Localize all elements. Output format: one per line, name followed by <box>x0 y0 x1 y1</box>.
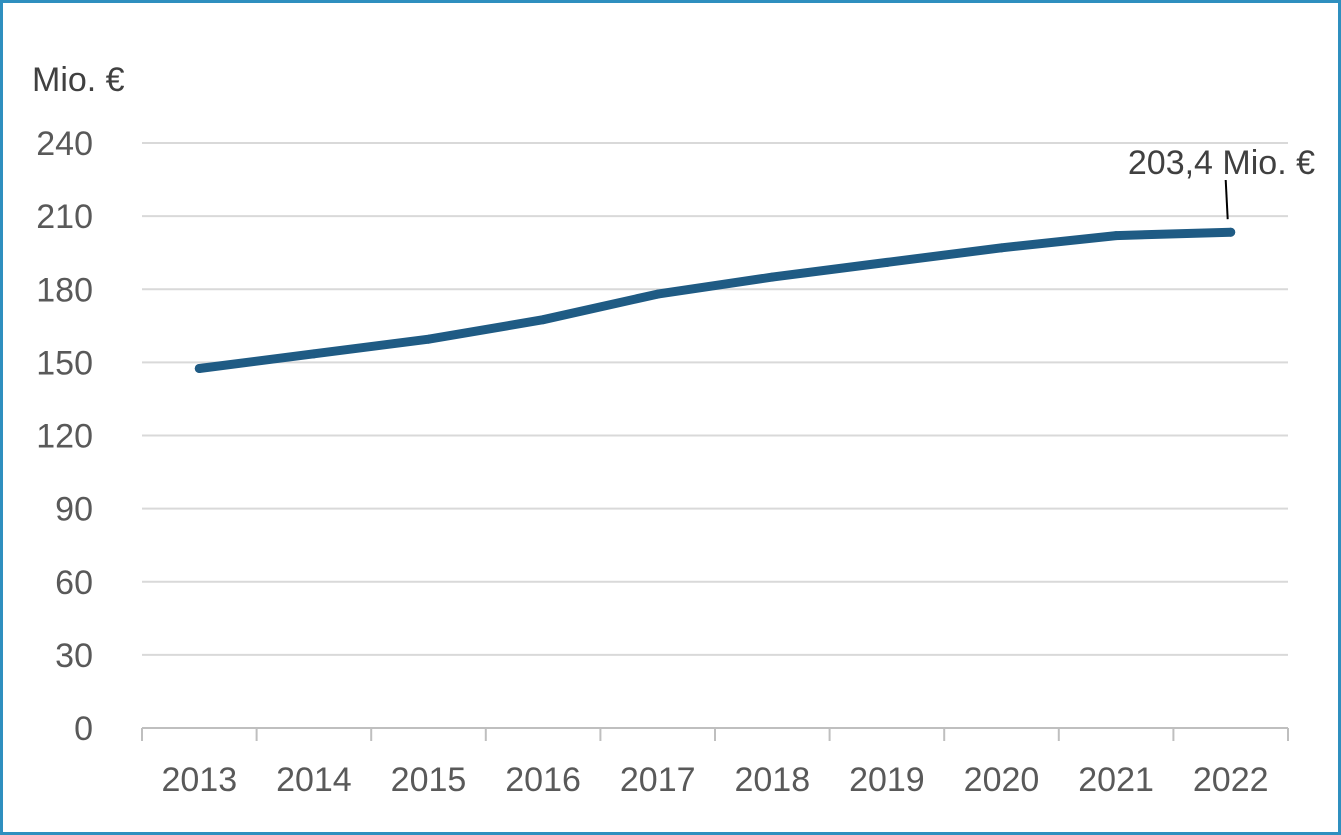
y-tick-label: 0 <box>74 710 93 748</box>
data-point <box>194 363 204 373</box>
y-tick-label: 210 <box>36 198 93 236</box>
series-line <box>194 227 1236 373</box>
annotation-leader-line <box>1224 179 1229 220</box>
y-tick-label: 30 <box>55 637 93 675</box>
x-tick-label: 2017 <box>620 761 696 799</box>
x-tick-label: 2020 <box>964 761 1040 799</box>
data-point <box>767 272 777 282</box>
data-point <box>424 334 433 344</box>
data-point <box>309 349 319 359</box>
x-axis-tick-labels: 2013 2014 2015 2016 2017 2018 2019 2020 2021 2022 <box>161 761 1268 799</box>
y-tick-label: 240 <box>36 125 93 163</box>
x-tick-label: 2022 <box>1193 761 1269 799</box>
data-label-2022: 203,4 Mio. € <box>1128 144 1315 182</box>
x-tick-label: 2019 <box>849 761 925 799</box>
x-tick-label: 2016 <box>505 761 581 799</box>
x-tick-label: 2014 <box>276 761 352 799</box>
data-point <box>653 289 663 299</box>
y-tick-label: 180 <box>36 271 93 309</box>
data-point <box>538 315 548 325</box>
y-tick-label: 150 <box>36 344 93 382</box>
series-layer <box>194 227 1236 373</box>
x-tick-label: 2021 <box>1078 761 1154 799</box>
x-tick-label: 2013 <box>161 761 237 799</box>
y-axis-tick-labels: 0 30 60 90 120 150 180 210 240 <box>36 125 93 748</box>
gridlines <box>142 142 1288 656</box>
data-point <box>1111 231 1121 241</box>
data-point <box>882 257 892 267</box>
y-tick-label: 120 <box>36 418 93 456</box>
y-axis-unit-label: Mio. € <box>32 61 125 99</box>
x-axis <box>141 727 1289 741</box>
y-tick-label: 60 <box>55 564 93 602</box>
x-tick-label: 2015 <box>391 761 467 799</box>
annotation-layer: 203,4 Mio. € <box>1128 144 1315 220</box>
x-tick-label: 2018 <box>734 761 810 799</box>
data-point <box>997 243 1006 253</box>
data-point <box>1226 227 1236 237</box>
y-tick-label: 90 <box>55 491 93 529</box>
